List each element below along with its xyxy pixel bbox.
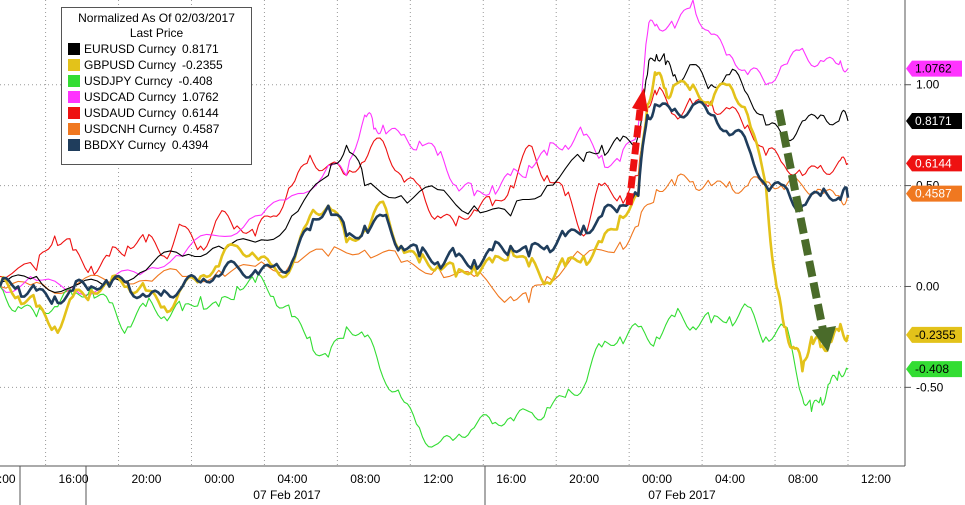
legend-entry-usdaud: USDAUD Curncy 0.6144: [62, 105, 251, 121]
y-tick-label-2: 0.00: [916, 279, 940, 293]
x-tick-label-7: 16:00: [496, 472, 526, 486]
tag-text: -0.2355: [915, 328, 956, 342]
tag-bg: [906, 113, 962, 130]
tag-bg: [906, 60, 962, 77]
x-tick-label-11: 08:00: [788, 472, 818, 486]
legend-entry-gbpusd: GBPUSD Curncy -0.2355: [62, 57, 251, 73]
legend-series-name: EURUSD Curncy: [84, 42, 177, 56]
x-axis: 12:00 16:00 20:00 00:00 04:00 08:00 12:00 16:00…: [0, 465, 905, 505]
red-up-arrow-head: [632, 88, 648, 112]
green-down-arrow-head: [812, 326, 836, 352]
tag-text: 1.0762: [915, 62, 952, 76]
legend-swatch: [68, 107, 80, 119]
legend-subtitle: Last Price: [129, 26, 184, 40]
tag-text: 0.6144: [915, 156, 952, 170]
series-line-bbdxy: [0, 100, 850, 305]
tag-usdcad: 1.0762: [906, 60, 962, 77]
legend-series-value: 0.4394: [171, 138, 209, 152]
legend-series-value: 0.8171: [182, 42, 219, 56]
tag-bg: [906, 361, 962, 378]
legend-series-value: -0.408: [178, 74, 213, 88]
legend-series-name: USDAUD Curncy: [84, 106, 177, 120]
tag-usdaud: 0.6144: [906, 155, 962, 172]
legend-title: Normalized As Of 02/03/2017: [78, 11, 235, 25]
legend-entry-usdcnh: USDCNH Curncy 0.4587: [62, 121, 251, 137]
green-down-arrow: [775, 109, 827, 331]
tag-bg: [906, 185, 962, 202]
legend-swatch: [68, 59, 80, 71]
red-up-arrow: [625, 109, 644, 206]
x-axis-bg: [0, 467, 905, 505]
legend-swatch: [68, 123, 80, 135]
legend-series-name: GBPUSD Curncy: [84, 58, 177, 72]
x-tick-label-2: 20:00: [131, 472, 161, 486]
legend-entry-usdjpy: USDJPY Curncy -0.408: [62, 73, 251, 89]
tag-bg: [906, 326, 962, 343]
x-group-label-1: 07 Feb 2017: [648, 488, 716, 502]
tag-eurusd: 0.8171: [906, 113, 962, 130]
y-tick-label-3: -0.50: [916, 380, 944, 394]
x-tick-label-4: 04:00: [277, 472, 307, 486]
legend-swatch: [68, 139, 80, 151]
x-tick-label-10: 04:00: [715, 472, 745, 486]
x-tick-label-6: 12:00: [423, 472, 453, 486]
tag-usdcnh: 0.4587: [906, 185, 962, 202]
legend: Normalized As Of 02/03/2017 Last Price E…: [61, 7, 252, 165]
x-tick-label-5: 08:00: [350, 472, 380, 486]
x-tick-label-8: 20:00: [569, 472, 599, 486]
y-tick-label-0: 1.00: [916, 78, 940, 92]
tag-text: 0.8171: [915, 114, 952, 128]
legend-series-name: USDJPY Curncy: [84, 74, 173, 88]
legend-swatch: [68, 75, 80, 87]
x-tick-label-1: 16:00: [59, 472, 89, 486]
tag-text: 0.4587: [915, 187, 952, 201]
legend-entry-eurusd: EURUSD Curncy 0.8171: [62, 41, 251, 57]
legend-series-value: 0.6144: [182, 106, 219, 120]
gridlines: [0, 0, 905, 466]
legend-series-name: BBDXY Curncy: [84, 138, 166, 152]
last-value-tags: 0.8171 -0.2355 -0.408 1.0762 0.6144 0.4587: [906, 60, 962, 378]
x-tick-label-0: 12:00: [0, 472, 16, 486]
x-tick-label-12: 12:00: [861, 472, 891, 486]
x-tick-label-9: 00:00: [642, 472, 672, 486]
tag-text: -0.408: [915, 362, 949, 376]
series-lines: [0, 0, 850, 448]
legend-series-value: 1.0762: [182, 90, 219, 104]
series-line-eurusd: [0, 53, 849, 293]
x-tick-label-3: 00:00: [204, 472, 234, 486]
x-group-label-0: 07 Feb 2017: [253, 488, 321, 502]
series-line-usdcad: [0, 0, 849, 296]
legend-rows: EURUSD Curncy 0.8171 GBPUSD Curncy -0.2355 U…: [62, 41, 251, 153]
tag-usdjpy: -0.408: [906, 361, 962, 378]
legend-swatch: [68, 43, 80, 55]
legend-entry-bbdxy: BBDXY Curncy 0.4394: [62, 137, 251, 153]
tag-gbpusd: -0.2355: [906, 326, 962, 343]
legend-swatch: [68, 91, 80, 103]
series-line-usdaud: [0, 86, 849, 279]
legend-series-value: 0.4587: [182, 122, 220, 136]
legend-series-value: -0.2355: [182, 58, 223, 72]
legend-series-name: USDCNH Curncy: [84, 122, 177, 136]
series-line-gbpusd: [0, 71, 850, 373]
legend-series-name: USDCAD Curncy: [84, 90, 177, 104]
series-line-usdjpy: [0, 273, 849, 448]
tag-bg: [906, 155, 962, 172]
legend-entry-usdcad: USDCAD Curncy 1.0762: [62, 89, 251, 105]
annotation-arrows: [625, 88, 836, 352]
